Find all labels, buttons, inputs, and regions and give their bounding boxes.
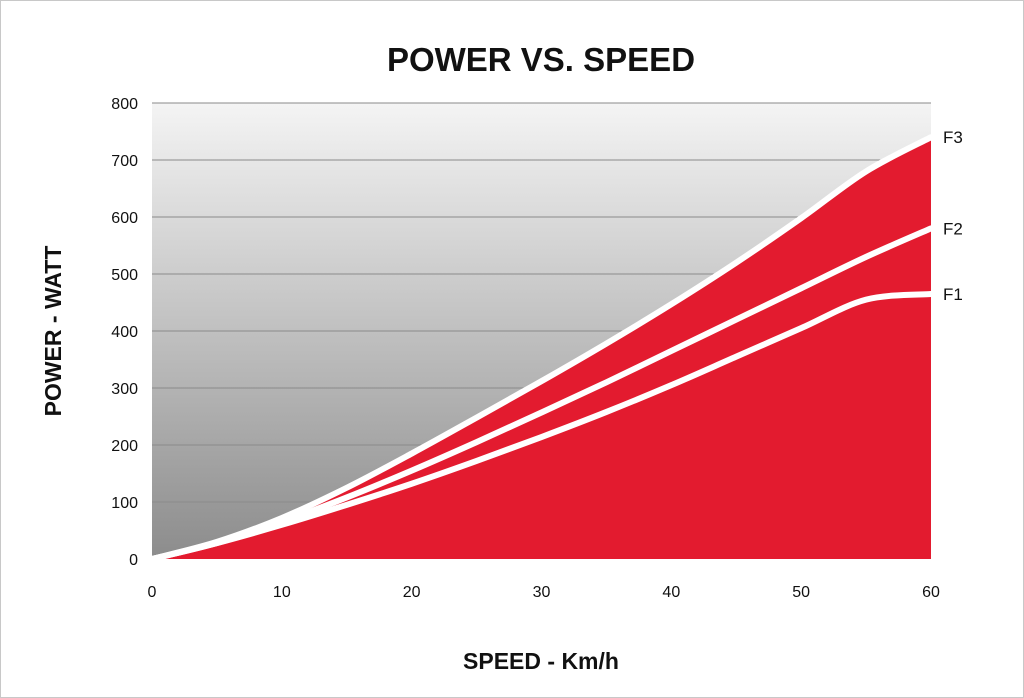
y-tick-label: 200 [111, 438, 138, 455]
x-tick-label: 60 [922, 584, 940, 601]
y-tick-label: 100 [111, 495, 138, 512]
y-tick-label: 800 [111, 96, 138, 113]
series-line-f2 [149, 225, 934, 562]
y-tick-label: 500 [111, 267, 138, 284]
x-tick-label: 20 [403, 584, 421, 601]
y-axis-title: POWER - WATT [40, 246, 66, 417]
x-tick-label: 40 [662, 584, 680, 601]
series-label-f1: F1 [943, 285, 963, 304]
x-tick-label: 50 [792, 584, 810, 601]
y-tick-label: 300 [111, 381, 138, 398]
series-label-f3: F3 [943, 128, 963, 147]
y-tick-label: 400 [111, 324, 138, 341]
x-axis-title: SPEED - Km/h [463, 648, 619, 674]
x-tick-label: 0 [148, 584, 157, 601]
x-tick-label: 30 [533, 584, 551, 601]
series-line-f3 [149, 134, 934, 562]
chart-title: POWER VS. SPEED [387, 41, 695, 78]
plot-area: 0 100 200 300 400 500 600 700 800 0 10 20 30 40 50 60 F1… [111, 96, 963, 601]
series-label-f2: F2 [943, 219, 963, 238]
y-tick-label: 0 [129, 552, 138, 569]
power-area-fill [152, 137, 931, 559]
y-tick-label: 600 [111, 210, 138, 227]
y-tick-label: 700 [111, 153, 138, 170]
x-tick-label: 10 [273, 584, 291, 601]
